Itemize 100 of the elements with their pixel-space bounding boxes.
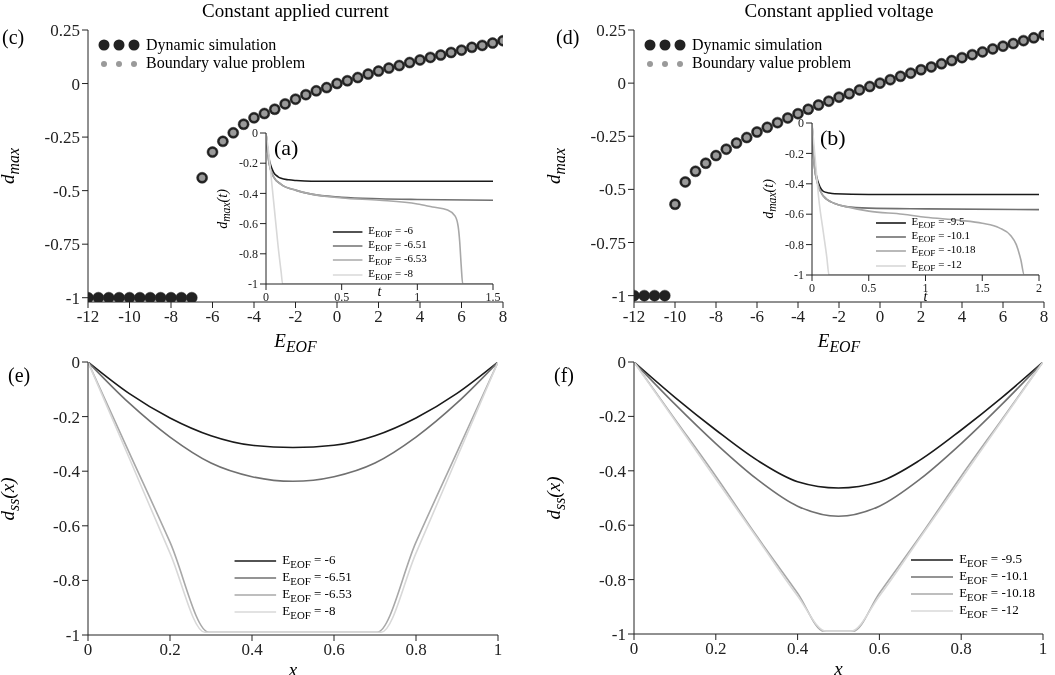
legend-label: E$_{EOF}$ = -6 — [368, 223, 414, 239]
legend-label: E$_{EOF}$ = -12 — [911, 257, 962, 273]
legend-label: E$_{EOF}$ = -10.18 — [959, 584, 1035, 603]
y-tick-label: -0.6 — [53, 516, 80, 536]
legend-label: E$_{EOF}$ = -10.18 — [911, 243, 976, 259]
y-tick-label: -0.8 — [53, 571, 80, 591]
x-tick-label: 2 — [1036, 280, 1042, 295]
y-tick-label: 0 — [71, 353, 80, 373]
y-tick-label: -1 — [65, 626, 80, 646]
y-tick-label: -0.75 — [44, 235, 80, 255]
x-tick-label: 0 — [263, 289, 269, 304]
y-tick-label: -0.2 — [599, 407, 626, 427]
x-tick-label: 0.2 — [159, 640, 181, 660]
x-tick-label: 2 — [374, 307, 383, 327]
legend-label: E$_{EOF}$ = -10.1 — [911, 228, 971, 245]
y-tick-label: 0.25 — [596, 21, 626, 41]
y-tick-label: -0.75 — [590, 233, 626, 253]
x-tick-label: 1.5 — [485, 289, 501, 304]
x-tick-label: 8 — [498, 307, 508, 327]
x-tick-label: 1 — [493, 640, 503, 660]
y-tick-label: -0.8 — [785, 237, 804, 252]
annotation: (b) — [820, 125, 846, 151]
x-tick-label: -4 — [246, 307, 262, 327]
text: (c) — [2, 26, 25, 49]
x-tick-label: 0.4 — [241, 640, 264, 660]
y-tick-label: -0.4 — [599, 461, 627, 481]
y-tick-label: 0 — [252, 126, 258, 141]
legend-label: E$_{EOF}$ = -6.51 — [282, 568, 352, 587]
x-tick-label: -6 — [205, 307, 220, 327]
x-tick-label: -4 — [790, 307, 806, 327]
text: (e) — [8, 364, 31, 387]
chart-title: Constant applied current — [202, 0, 389, 22]
x-tick-label: 0 — [809, 280, 815, 295]
x-tick-label: -12 — [76, 307, 100, 327]
x-axis-title: E$_{EOF}$ — [817, 330, 861, 356]
x-tick-label: 1 — [1038, 639, 1048, 659]
y-tick-label: -0.2 — [53, 407, 80, 427]
x-axis-title: x — [834, 658, 843, 675]
y-tick-label: -0.25 — [44, 128, 80, 148]
y-tick-label: 0 — [617, 74, 626, 94]
y-tick-label: 0 — [617, 353, 626, 373]
legend-label: Boundary value problem — [146, 54, 306, 73]
x-tick-label: -12 — [622, 307, 646, 327]
x-tick-label: -10 — [663, 307, 687, 327]
x-tick-label: -8 — [163, 307, 179, 327]
x-tick-label: -6 — [749, 307, 765, 327]
legend-label: E$_{EOF}$ = -8 — [282, 602, 336, 621]
y-tick-label: -0.4 — [785, 177, 804, 192]
x-axis-title: t — [377, 284, 382, 300]
legend-label: E$_{EOF}$ = -6.53 — [282, 585, 352, 604]
legend-label: Boundary value problem — [692, 54, 852, 73]
y-tick-label: -0.4 — [239, 186, 258, 201]
x-tick-label: 6 — [457, 307, 466, 327]
y-tick-label: -1 — [65, 288, 80, 308]
y-tick-label: -0.8 — [239, 247, 258, 262]
annotation: (a) — [274, 135, 299, 161]
legend-label: Dynamic simulation — [692, 36, 823, 55]
y-tick-label: -0.6 — [785, 207, 804, 222]
x-tick-label: 0 — [332, 307, 342, 327]
y-tick-label: -0.5 — [53, 181, 80, 201]
y-tick-label: -1 — [248, 277, 258, 292]
x-tick-label: 0.6 — [323, 640, 345, 660]
y-tick-label: -0.25 — [590, 127, 626, 147]
legend-label: E$_{EOF}$ = -8 — [368, 266, 414, 282]
x-tick-label: -8 — [708, 307, 724, 327]
x-tick-label: 0.2 — [705, 639, 727, 659]
y-tick-label: -0.8 — [599, 570, 626, 590]
legend-label: E$_{EOF}$ = -6.53 — [368, 252, 427, 268]
x-axis-title: E$_{EOF}$ — [274, 330, 317, 356]
y-tick-label: -0.2 — [785, 146, 804, 161]
x-tick-label: -2 — [831, 307, 847, 327]
x-tick-label: 1.5 — [974, 280, 990, 295]
x-tick-label: 0.4 — [786, 639, 809, 659]
x-tick-label: 0.5 — [334, 289, 350, 304]
x-tick-label: 4 — [957, 307, 967, 327]
x-tick-label: 2 — [916, 307, 926, 327]
x-tick-label: 4 — [415, 307, 425, 327]
x-tick-label: 0 — [875, 307, 885, 327]
y-tick-label: -0.2 — [239, 156, 258, 171]
x-tick-label: 8 — [1039, 307, 1049, 327]
x-tick-label: -2 — [288, 307, 303, 327]
legend-label: E$_{EOF}$ = -12 — [959, 601, 1019, 620]
x-tick-label: 0.6 — [868, 639, 891, 659]
y-tick-label: -0.6 — [239, 216, 258, 231]
y-tick-label: 0.25 — [50, 21, 80, 41]
x-tick-label: 0.8 — [950, 639, 972, 659]
x-tick-label: -10 — [118, 307, 141, 327]
x-tick-label: 1 — [414, 289, 421, 304]
y-tick-label: -0.4 — [53, 462, 81, 482]
y-tick-label: -0.5 — [599, 180, 626, 200]
x-tick-label: 6 — [998, 307, 1008, 327]
y-tick-label: -0.6 — [599, 516, 626, 536]
text: (d) — [556, 26, 580, 49]
legend-label: E$_{EOF}$ = -9.5 — [911, 214, 965, 230]
legend-label: E$_{EOF}$ = -6 — [282, 551, 336, 570]
chart-title: Constant applied voltage — [744, 0, 934, 22]
legend-label: E$_{EOF}$ = -9.5 — [959, 550, 1022, 569]
text: (f) — [554, 364, 574, 387]
x-tick-label: 0.8 — [405, 640, 427, 660]
legend-label: E$_{EOF}$ = -6.51 — [368, 237, 427, 254]
